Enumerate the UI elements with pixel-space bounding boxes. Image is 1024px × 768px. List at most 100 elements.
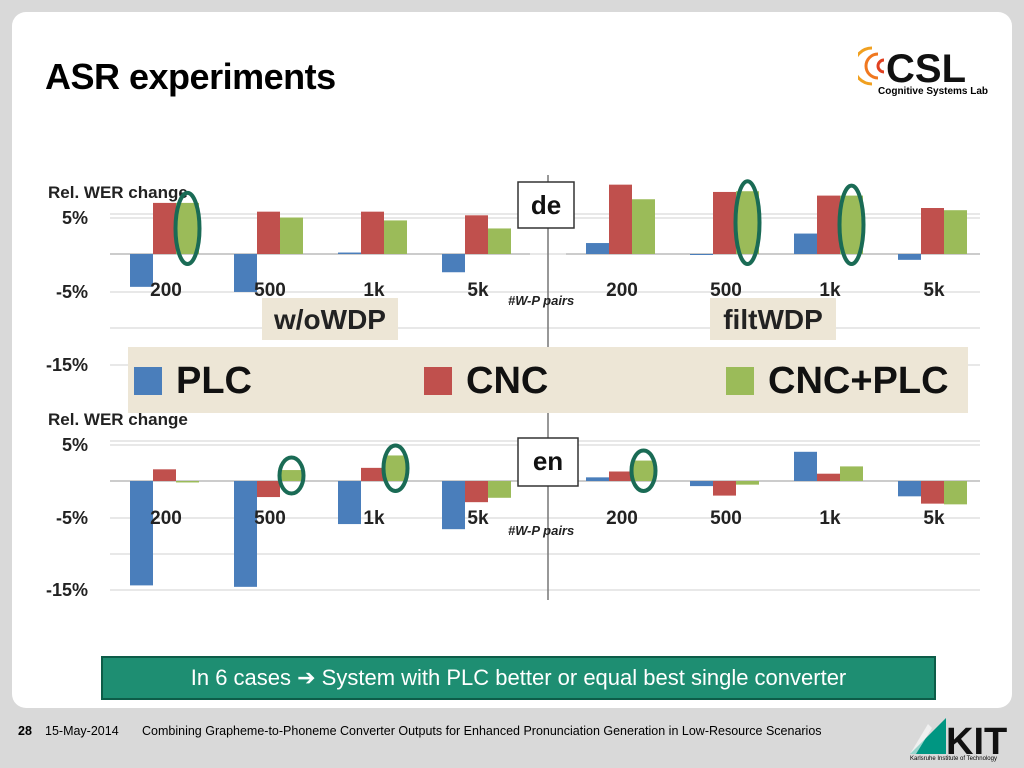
language-label: de (531, 190, 561, 220)
highlight-ellipse (629, 448, 658, 493)
page-number: 28 (18, 724, 32, 738)
bar-cnc-plc (632, 460, 655, 481)
legend-swatch-plc (134, 367, 162, 395)
kit-logo-letters: KIT (946, 721, 1007, 763)
bar-cnc (153, 202, 176, 254)
y-axis-label: Rel. WER change (48, 410, 188, 429)
category-label: 5k (467, 280, 489, 301)
csl-logo-subtitle: Cognitive Systems Lab (878, 86, 989, 97)
bar-cnc (153, 469, 176, 481)
bar-plc (234, 481, 257, 587)
bar-cnc (465, 215, 488, 254)
y-tick-label: -15% (46, 355, 88, 375)
x-axis-label: #W-P pairs (508, 293, 574, 308)
highlight-ellipse (381, 443, 410, 494)
wer-chart: Rel. WER change 5% -5% -15% 200 500 1k 5k w/oWDP… (46, 175, 980, 600)
y-tick-label: -5% (56, 282, 88, 302)
bar-cnc-plc (944, 481, 967, 505)
bar-cnc (257, 211, 280, 254)
bar-cnc-plc (384, 220, 407, 254)
bar-plc (690, 254, 713, 255)
group-label-box (710, 298, 836, 340)
bar-cnc (921, 481, 944, 504)
bar-plc (338, 481, 361, 525)
conclusion-callout: In 6 cases ➔ System with PLC better or e… (101, 656, 936, 700)
legend-label: PLC (176, 360, 252, 402)
category-label: 200 (150, 280, 182, 301)
language-label: en (533, 446, 563, 476)
bar-cnc (257, 481, 280, 498)
footer: 28 15-May-2014 Combining Grapheme-to-Pho… (0, 722, 1024, 742)
csl-logo-letters: CSL (886, 47, 966, 91)
y-tick-label: -5% (56, 508, 88, 528)
legend-swatch-cnc-plc (726, 367, 754, 395)
bar-cnc (609, 471, 632, 481)
bar-plc (234, 254, 257, 292)
bar-cnc-plc (280, 217, 303, 254)
bar-plc (690, 481, 713, 487)
bar-plc (442, 481, 465, 530)
category-label: 5k (923, 508, 945, 529)
category-label: 200 (606, 280, 638, 301)
category-label: 500 (254, 508, 286, 529)
bar-cnc-plc (488, 228, 511, 254)
bar-plc (130, 254, 153, 287)
bar-cnc (609, 184, 632, 254)
bar-plc (794, 233, 817, 254)
highlight-ellipse (277, 455, 306, 496)
bar-cnc-plc (944, 210, 967, 254)
legend-swatch-cnc (424, 367, 452, 395)
bar-cnc-plc (280, 470, 303, 481)
bar-cnc (361, 467, 384, 481)
language-box (517, 181, 575, 229)
footer-caption: Combining Grapheme-to-Phoneme Converter … (142, 724, 822, 738)
highlight-ellipse (173, 190, 202, 266)
highlight-ellipse (733, 179, 762, 266)
category-label: 1k (819, 280, 841, 301)
bar-cnc (465, 481, 488, 503)
legend-label: CNC+PLC (768, 360, 949, 402)
bar-cnc (817, 473, 840, 481)
group-label: w/oWDP (273, 304, 386, 335)
bar-plc (898, 481, 921, 497)
bar-cnc (921, 208, 944, 254)
category-label: 200 (606, 508, 638, 529)
language-box (517, 437, 579, 487)
highlight-ellipse (837, 183, 866, 267)
slide-title: ASR experiments (45, 56, 336, 97)
category-label: 500 (710, 508, 742, 529)
y-tick-label: -15% (46, 580, 88, 600)
csl-logo: CSL (858, 46, 966, 91)
bar-plc (130, 481, 153, 586)
bar-cnc (713, 481, 736, 496)
bar-cnc (713, 191, 736, 254)
bar-plc (898, 254, 921, 260)
category-label: 5k (923, 280, 945, 301)
category-label: 1k (363, 508, 385, 529)
x-axis-label: #W-P pairs (508, 523, 574, 538)
bar-cnc-plc (384, 455, 407, 481)
bar-plc (442, 254, 465, 273)
category-label: 1k (363, 280, 385, 301)
group-label: filtWDP (723, 304, 823, 335)
legend-label: CNC (466, 360, 548, 402)
y-axis-label: Rel. WER change (48, 183, 188, 202)
category-label: 1k (819, 508, 841, 529)
category-label: 500 (254, 280, 286, 301)
y-tick-label: 5% (62, 208, 88, 228)
bar-plc (338, 252, 361, 254)
bar-plc (586, 243, 609, 254)
category-label: 200 (150, 508, 182, 529)
bar-cnc-plc (840, 466, 863, 481)
bar-cnc-plc (176, 481, 199, 483)
bar-cnc-plc (632, 199, 655, 254)
bar-cnc-plc (488, 481, 511, 498)
group-label-box (262, 298, 398, 340)
bar-plc (586, 477, 609, 481)
kit-logo: KIT (910, 718, 1007, 763)
bar-cnc-plc (736, 481, 759, 485)
bar-cnc (361, 211, 384, 254)
footer-date: 15-May-2014 (45, 724, 119, 738)
bar-cnc-plc (840, 195, 863, 254)
category-label: 500 (710, 280, 742, 301)
